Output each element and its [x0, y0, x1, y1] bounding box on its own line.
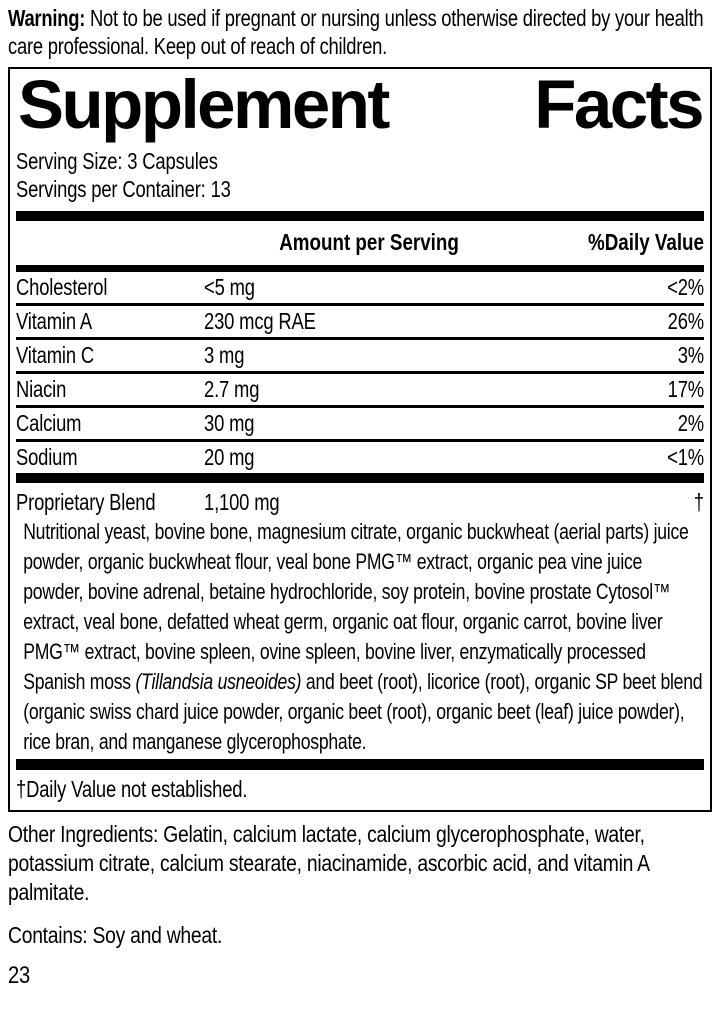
contains-text: Contains: Soy and wheat.: [8, 922, 223, 948]
nutrient-table: Cholesterol <5 mg <2% Vitamin A 230 mcg RA…: [16, 272, 704, 473]
blend-description-latin-name: (Tillandsia usneoides): [135, 669, 302, 694]
table-row: Vitamin C 3 mg 3%: [16, 340, 704, 374]
header-divider: [16, 265, 704, 272]
serving-info: Serving Size: 3 Capsules Servings per Co…: [16, 147, 704, 203]
nutrient-amount: 2.7 mg: [204, 376, 260, 402]
nutrient-daily-value: <1%: [667, 444, 704, 470]
nutrient-name: Cholesterol: [16, 274, 108, 300]
nutrient-amount: 230 mcg RAE: [204, 308, 316, 334]
serving-size-text: Serving Size: 3 Capsules: [16, 148, 218, 174]
nutrient-amount: 20 mg: [204, 444, 255, 470]
nutrient-name: Calcium: [16, 410, 82, 436]
supplement-facts-panel: Supplement Facts Serving Size: 3 Capsule…: [8, 67, 712, 812]
blend-description-part2: and beet (root), licorice (root), organi…: [23, 669, 703, 754]
panel-title-word1: Supplement: [18, 67, 390, 143]
servings-per-container-text: Servings per Container: 13: [16, 176, 231, 202]
proprietary-blend-description: Nutritional yeast, bovine bone, magnesiu…: [16, 517, 704, 757]
other-ingredients-text: Other Ingredients: Gelatin, calcium lact…: [8, 821, 649, 905]
nutrient-daily-value: 26%: [667, 308, 705, 334]
mid-thick-divider: [16, 473, 704, 483]
nutrient-amount: <5 mg: [204, 274, 255, 300]
nutrient-daily-value: 3%: [677, 342, 704, 368]
nutrient-name: Niacin: [16, 376, 67, 402]
nutrient-amount: 30 mg: [204, 410, 255, 436]
footnote-daily-value: †Daily Value not established.: [16, 776, 248, 802]
nutrient-amount: 3 mg: [204, 342, 245, 368]
table-row: Sodium 20 mg <1%: [16, 442, 704, 473]
column-header-amount: Amount per Serving: [279, 229, 459, 255]
nutrient-name: Vitamin A: [16, 308, 92, 334]
panel-title: Supplement Facts: [16, 67, 704, 143]
warning-text: Warning: Not to be used if pregnant or n…: [8, 5, 712, 60]
column-header-daily-value: %Daily Value: [588, 229, 704, 255]
column-header-row: Amount per Serving %Daily Value: [16, 221, 704, 265]
blend-description-part1: Nutritional yeast, bovine bone, magnesiu…: [23, 519, 689, 694]
nutrient-name: Sodium: [16, 444, 78, 470]
table-row: Cholesterol <5 mg <2%: [16, 272, 704, 306]
table-row: Vitamin A 230 mcg RAE 26%: [16, 306, 704, 340]
warning-body: Not to be used if pregnant or nursing un…: [8, 5, 704, 59]
panel-title-word2: Facts: [534, 67, 704, 143]
page-number: 23: [8, 962, 31, 989]
proprietary-blend-dagger: †: [693, 489, 704, 515]
table-row: Calcium 30 mg 2%: [16, 408, 704, 442]
nutrient-daily-value: <2%: [667, 274, 704, 300]
proprietary-blend-row: Proprietary Blend 1,100 mg †: [16, 483, 704, 517]
nutrient-daily-value: 2%: [677, 410, 704, 436]
footnote-divider: [16, 759, 704, 770]
warning-label: Warning:: [8, 5, 86, 31]
proprietary-blend-amount: 1,100 mg: [204, 489, 280, 515]
nutrient-name: Vitamin C: [16, 342, 94, 368]
proprietary-blend-name: Proprietary Blend: [16, 489, 156, 515]
table-row: Niacin 2.7 mg 17%: [16, 374, 704, 408]
top-thick-divider: [16, 211, 704, 221]
nutrient-daily-value: 17%: [667, 376, 705, 402]
